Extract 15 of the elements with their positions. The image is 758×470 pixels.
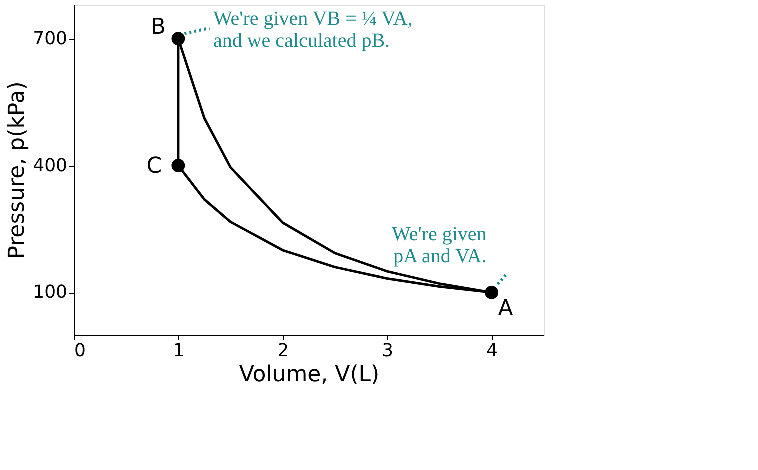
x-tick-label: 0 (74, 340, 86, 362)
annotation: We're given pA and VA. (392, 224, 487, 268)
x-tick-label: 4 (486, 340, 498, 362)
annotation: B (150, 14, 166, 40)
x-axis-title: Volume, V(L) (239, 362, 380, 388)
y-tick-label: 400 (33, 155, 68, 176)
annotation: A (498, 296, 514, 322)
x-tick-label: 3 (382, 340, 394, 362)
y-tick-label: 100 (33, 282, 68, 304)
y-axis-title: Pressure, p(kPa) (5, 82, 30, 260)
annotation: We're given VB = ¼ VA, and we calculated pB. (213, 8, 413, 52)
annotation: C (146, 154, 162, 179)
x-tick-label: 2 (278, 340, 290, 362)
x-tick-label: 1 (173, 340, 185, 362)
y-tick-label: 700 (33, 28, 68, 50)
